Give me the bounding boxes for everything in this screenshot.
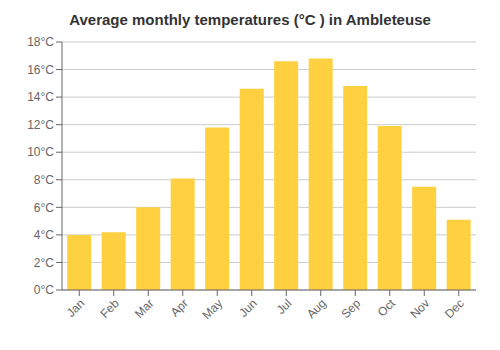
svg-text:Nov: Nov [407, 296, 432, 321]
svg-text:Jun: Jun [236, 296, 260, 320]
svg-text:Feb: Feb [97, 296, 122, 321]
svg-text:0°C: 0°C [34, 283, 54, 297]
svg-text:14°C: 14°C [27, 90, 54, 104]
svg-text:4°C: 4°C [34, 228, 54, 242]
svg-text:Apr: Apr [168, 296, 191, 319]
svg-text:Dec: Dec [442, 296, 467, 321]
svg-text:18°C: 18°C [27, 35, 54, 49]
svg-text:8°C: 8°C [34, 173, 54, 187]
svg-text:16°C: 16°C [27, 63, 54, 77]
svg-text:Aug: Aug [304, 296, 329, 321]
svg-text:May: May [199, 296, 225, 322]
html-text:Average monthly temperatures (: Average monthly temperatures (°C ) in Am… [69, 11, 431, 28]
svg-text:6°C: 6°C [34, 201, 54, 215]
svg-text:10°C: 10°C [27, 145, 54, 159]
svg-text:Jan: Jan [64, 296, 88, 320]
svg-text:12°C: 12°C [27, 118, 54, 132]
svg-text:Mar: Mar [132, 296, 157, 321]
svg-text:Oct: Oct [375, 296, 399, 320]
svg-text:Sep: Sep [338, 296, 363, 321]
svg-text:Jul: Jul [274, 296, 295, 317]
svg-text:2°C: 2°C [34, 256, 54, 270]
